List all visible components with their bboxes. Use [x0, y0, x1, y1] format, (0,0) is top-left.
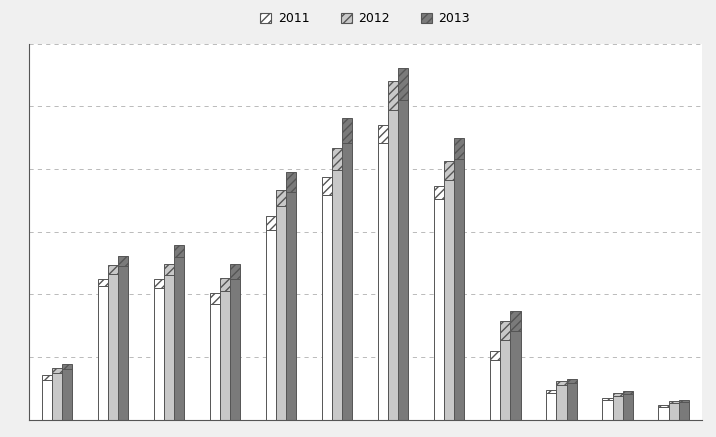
Bar — [500, 321, 511, 340]
Bar — [174, 245, 184, 257]
Bar — [500, 340, 511, 420]
Bar — [378, 143, 388, 420]
Bar — [388, 110, 398, 420]
Bar — [679, 402, 689, 420]
Bar — [388, 81, 398, 110]
Bar — [52, 368, 62, 372]
Bar — [97, 286, 107, 420]
Bar — [566, 383, 576, 420]
Bar — [659, 405, 669, 406]
Bar — [659, 406, 669, 420]
Bar — [398, 100, 408, 420]
Bar — [276, 206, 286, 420]
Bar — [154, 279, 164, 288]
Bar — [210, 293, 220, 304]
Bar — [378, 125, 388, 143]
Bar — [220, 291, 230, 420]
Bar — [62, 369, 72, 420]
Bar — [612, 393, 623, 395]
Bar — [566, 379, 576, 383]
Bar — [118, 256, 128, 266]
Bar — [210, 304, 220, 420]
Bar — [107, 265, 118, 274]
Bar — [174, 257, 184, 420]
Bar — [679, 400, 689, 402]
Bar — [154, 288, 164, 420]
Bar — [511, 331, 521, 420]
Bar — [342, 143, 352, 420]
Bar — [230, 279, 240, 420]
Bar — [546, 393, 556, 420]
Bar — [52, 372, 62, 420]
Bar — [62, 364, 72, 369]
Bar — [669, 403, 679, 420]
Bar — [332, 149, 342, 170]
Bar — [444, 161, 455, 180]
Bar — [546, 390, 556, 393]
Bar — [164, 275, 174, 420]
Bar — [556, 385, 566, 420]
Bar — [602, 400, 612, 420]
Bar — [322, 195, 332, 420]
Legend: 2011, 2012, 2013: 2011, 2012, 2013 — [260, 12, 470, 25]
Bar — [669, 401, 679, 403]
Bar — [434, 186, 444, 199]
Bar — [490, 360, 500, 420]
Bar — [97, 279, 107, 286]
Bar — [118, 266, 128, 420]
Bar — [490, 351, 500, 360]
Bar — [434, 199, 444, 420]
Bar — [623, 392, 633, 394]
Bar — [602, 398, 612, 400]
Bar — [266, 230, 276, 420]
Bar — [42, 380, 52, 420]
Bar — [107, 274, 118, 420]
Bar — [556, 381, 566, 385]
Bar — [164, 264, 174, 275]
Bar — [286, 172, 296, 192]
Bar — [230, 264, 240, 279]
Bar — [455, 160, 465, 420]
Bar — [220, 278, 230, 291]
Bar — [623, 394, 633, 420]
Bar — [398, 68, 408, 100]
Bar — [612, 395, 623, 420]
Bar — [322, 177, 332, 195]
Bar — [455, 138, 465, 160]
Bar — [42, 375, 52, 380]
Bar — [332, 170, 342, 420]
Bar — [286, 192, 296, 420]
Bar — [342, 118, 352, 143]
Bar — [511, 311, 521, 331]
Bar — [276, 190, 286, 206]
Bar — [444, 180, 455, 420]
Bar — [266, 216, 276, 230]
